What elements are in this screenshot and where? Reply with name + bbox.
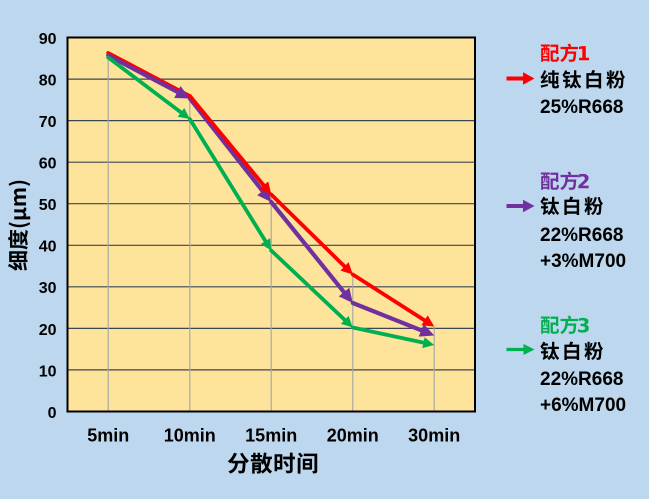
- svg-text:10min: 10min: [164, 426, 216, 446]
- svg-text:90: 90: [39, 31, 57, 48]
- svg-text:70: 70: [39, 114, 57, 131]
- svg-text:22%R668: 22%R668: [540, 369, 623, 390]
- svg-text:+3%M700: +3%M700: [540, 251, 626, 272]
- svg-text:20min: 20min: [327, 426, 379, 446]
- svg-text:40: 40: [39, 239, 57, 256]
- svg-text:22%R668: 22%R668: [540, 225, 623, 246]
- svg-text:80: 80: [39, 73, 57, 90]
- svg-text:15min: 15min: [245, 426, 297, 446]
- svg-text:50: 50: [39, 197, 57, 214]
- svg-text:0: 0: [48, 405, 57, 422]
- svg-text:5min: 5min: [87, 426, 129, 446]
- svg-text:60: 60: [39, 156, 57, 173]
- svg-text:25%R668: 25%R668: [540, 97, 623, 118]
- svg-text:10: 10: [39, 363, 57, 380]
- svg-text:+6%M700: +6%M700: [540, 395, 626, 416]
- svg-text:30: 30: [39, 280, 57, 297]
- svg-text:20: 20: [39, 322, 57, 339]
- svg-text:30min: 30min: [408, 426, 460, 446]
